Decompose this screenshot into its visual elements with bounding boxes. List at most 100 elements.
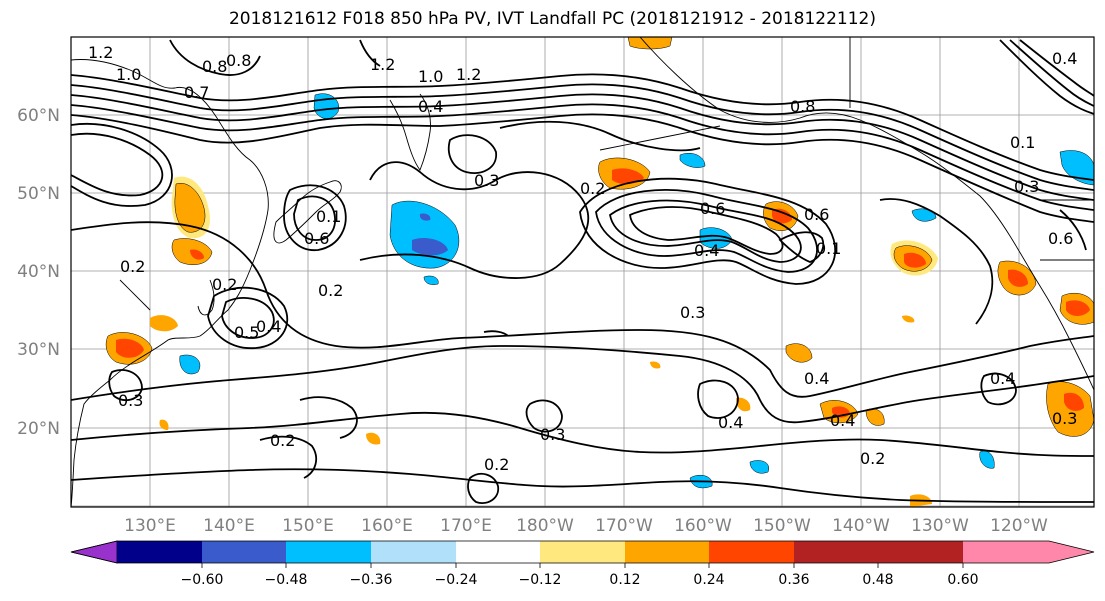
latitude-labels: 60°N 50°N 40°N 30°N 20°N [17, 106, 60, 439]
map-title: 2018121612 F018 850 hPa PV, IVT Landfall… [228, 9, 876, 29]
pv-contour [71, 83, 1094, 191]
contour-label: 0.6 [700, 199, 725, 218]
coastlines [71, 37, 1094, 507]
contour-label: 0.3 [680, 303, 705, 322]
colorbar-segment [456, 541, 540, 563]
positive-patch [150, 315, 178, 332]
map-border [70, 36, 1095, 508]
contour-label: 0.8 [226, 51, 251, 70]
positive-patch [1008, 269, 1028, 287]
lon-label: 150°W [753, 516, 811, 536]
pv-contour [359, 161, 590, 279]
contour-label: 0.8 [790, 97, 815, 116]
pv-contour [71, 113, 1094, 223]
positive-patch [650, 361, 661, 369]
negative-patch [423, 275, 439, 285]
colorbar-tick-label: 0.12 [609, 572, 640, 588]
positive-patch [736, 397, 751, 412]
pv-contour [579, 177, 836, 285]
pv-contour [71, 411, 1094, 457]
kamchatka-coastline [389, 93, 431, 171]
contour-label: 0.4 [256, 317, 281, 336]
contour-label: 0.1 [316, 207, 341, 226]
pv-contour [980, 372, 1017, 406]
ivt-shading [105, 37, 1094, 507]
contour-label: 0.7 [184, 83, 209, 102]
colorbar-tick-label: −0.24 [435, 572, 478, 588]
contour-label: 1.2 [456, 65, 481, 84]
lon-label: 170°E [440, 516, 492, 536]
colorbar-segment [709, 541, 794, 563]
colorbar-segment [117, 541, 202, 563]
colorbar-tick-label: 0.60 [947, 572, 978, 588]
contour-label: 0.2 [318, 281, 343, 300]
positive-patch [116, 338, 144, 358]
pv-contours [71, 39, 1094, 504]
pv-contour [629, 206, 784, 255]
lon-label: 130°W [911, 516, 969, 536]
pv-contour [71, 345, 1094, 424]
colorbar-tick-label: 0.48 [862, 572, 893, 588]
positive-patch [366, 432, 381, 445]
colorbar-segment [625, 541, 709, 563]
colorbar-tick-label: −0.48 [265, 572, 308, 588]
negative-patch [1059, 150, 1094, 186]
colorbar-tick-label: 0.24 [693, 572, 724, 588]
lat-label: 50°N [17, 184, 60, 204]
contour-label: 0.4 [990, 369, 1015, 388]
pv-contour [697, 379, 739, 419]
contour-label: 1.0 [418, 67, 443, 86]
negative-patch [412, 238, 448, 256]
pv-contour [299, 396, 358, 439]
pv-contour [293, 195, 336, 241]
china-coastline [119, 279, 151, 311]
lon-label: 170°W [595, 516, 653, 536]
contour-label: 0.3 [1052, 409, 1077, 428]
pv-contour [221, 297, 275, 339]
pv-contour [1059, 209, 1087, 251]
contour-label: 0.2 [484, 455, 509, 474]
contour-label: 0.3 [1014, 177, 1039, 196]
contour-label: 1.0 [116, 65, 141, 84]
pv-contour [207, 286, 289, 349]
pv-contour [1009, 39, 1094, 107]
colorbar-tick-label: −0.60 [181, 572, 224, 588]
aleutian-coastline [599, 125, 721, 151]
positive-patch [612, 168, 644, 185]
colorbar-extend-low [70, 540, 118, 564]
pv-contour [879, 198, 994, 325]
positive-patch [904, 252, 926, 268]
negative-patch [419, 213, 431, 221]
pv-contour [609, 199, 802, 263]
colorbar-segment [794, 541, 878, 563]
lon-label: 140°E [203, 516, 255, 536]
pv-contour [447, 134, 497, 174]
alaska-coastline [639, 37, 1094, 391]
contour-label: 0.5 [234, 323, 259, 342]
positive-patch [190, 249, 204, 260]
colorbar-tick-label: −0.36 [350, 572, 393, 588]
positive-patch [159, 419, 169, 430]
contour-label: 0.6 [304, 229, 329, 248]
colorbar-tick-label: 0.36 [778, 572, 809, 588]
pv-contour [108, 369, 143, 402]
pv-contour [71, 103, 1094, 211]
pv-contour [71, 221, 1094, 398]
pv-contour [169, 39, 261, 76]
positive-patch [627, 37, 673, 50]
positive-patch [1064, 392, 1084, 411]
contour-label: 0.2 [212, 275, 237, 294]
contour-label: 0.2 [860, 449, 885, 468]
lon-label: 180°W [516, 516, 574, 536]
pv-contour [259, 435, 318, 479]
lon-label: 120°W [990, 516, 1048, 536]
pv-contour [71, 468, 1094, 503]
lat-label: 30°N [17, 340, 60, 360]
pv-contour [1019, 39, 1094, 97]
negative-patch [679, 152, 706, 168]
colorbar-extend-high [963, 541, 1094, 563]
korea-coastline [197, 279, 215, 316]
pv-contour [283, 184, 347, 251]
contour-label: 0.2 [270, 431, 295, 450]
